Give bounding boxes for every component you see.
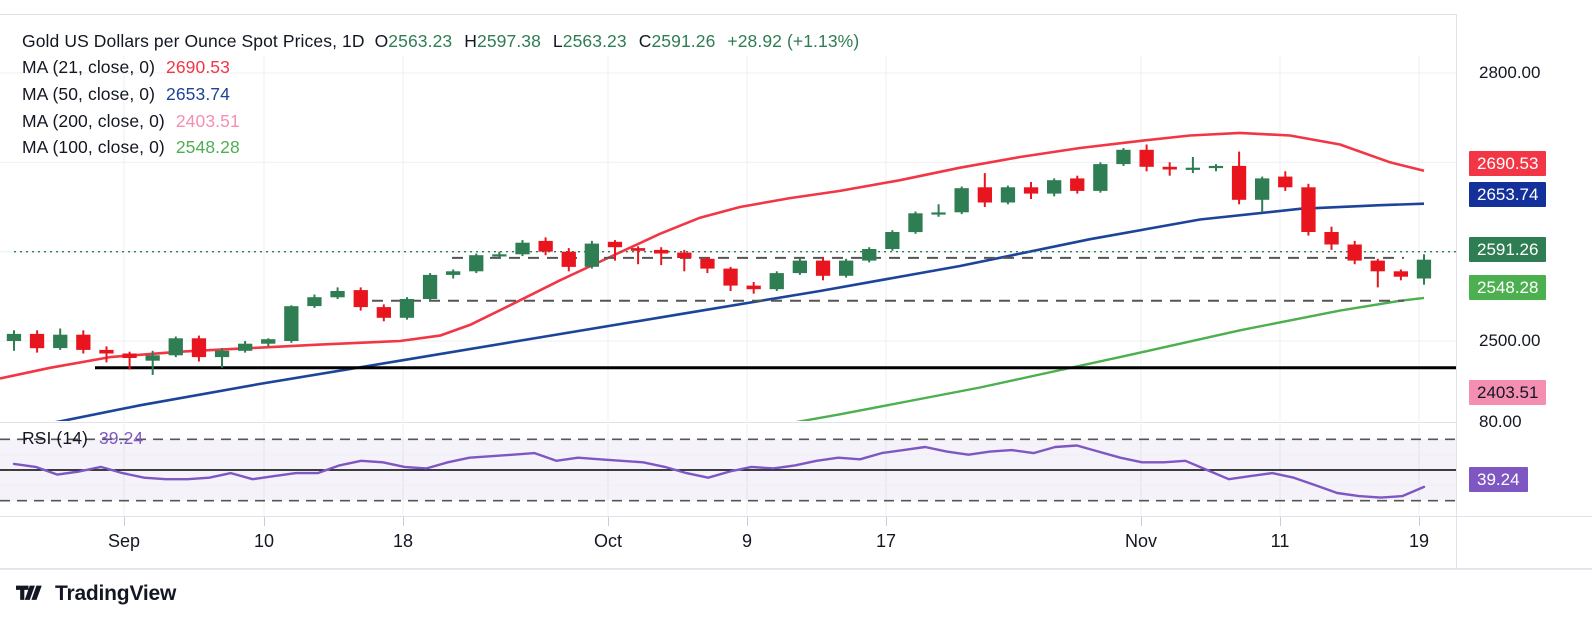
ma-legend-value: 2548.28 [175,137,240,158]
symbol-title: Gold US Dollars per Ounce Spot Prices, 1… [22,30,365,51]
time-axis-tick-label: Oct [593,531,623,551]
time-axis-tick [124,517,125,526]
ma-legend-label: MA (21, close, 0) [22,57,156,78]
rsi-pane[interactable] [0,424,1456,516]
last-price-badge[interactable]: 2591.26 [1469,237,1547,262]
ma-legend-row[interactable]: MA (50, close, 0) 2653.74 [22,81,859,108]
time-axis[interactable]: Sep 10 18 Oct 9 17 Nov 11 19 [0,517,1456,567]
time-axis-tick-label: 18 [392,531,414,551]
rsi-pane-top-border [0,422,1592,423]
time-axis-tick-label: 19 [1408,531,1430,551]
time-axis-tick [608,517,609,526]
time-axis-tick [1280,517,1281,526]
ma-legend-value: 2653.74 [166,83,230,104]
footer: TradingView [0,569,1592,626]
price-pane[interactable] [0,56,1456,421]
price-change: +28.92 (+1.13%) [727,30,860,51]
time-axis-tick-label: Sep [107,531,141,551]
ma100-badge[interactable]: 2548.28 [1469,275,1547,300]
time-axis-tick [886,517,887,526]
rsi-legend-value: 39.24 [98,427,144,448]
ma200-badge[interactable]: 2403.51 [1469,380,1547,405]
price-axis-tick-label: 80.00 [1479,412,1522,431]
ohlc-values: O2563.23 H2597.38 L2563.23 C2591.26 +28.… [375,31,860,52]
ohlc-o-value: 2563.23 [388,30,453,51]
time-axis-tick [1419,517,1420,526]
ohlc-h-key: H [464,30,477,51]
ma-legend-row[interactable]: MA (100, close, 0) 2548.28 [22,134,859,161]
time-axis-bottom-border [0,568,1592,569]
ohlc-c-key: C [638,30,652,51]
price-axis-divider [1456,14,1457,570]
ma-legend-value: 2403.51 [175,110,240,131]
ohlc-c-value: 2591.26 [651,30,716,51]
tradingview-logo[interactable]: TradingView [16,582,176,606]
ohlc-l-value: 2563.23 [562,30,627,51]
frame-top-border [0,14,1592,15]
rsi-badge[interactable]: 39.24 [1469,467,1528,492]
time-axis-tick-label: 9 [741,531,753,551]
rsi-chart-svg [0,424,1456,516]
time-axis-tick-label: Nov [1124,531,1158,551]
rsi-legend-label: RSI (14) [22,427,88,448]
legend-title-row[interactable]: Gold US Dollars per Ounce Spot Prices, 1… [22,28,859,55]
time-axis-tick [264,517,265,526]
ma21-badge[interactable]: 2690.53 [1469,151,1547,176]
time-axis-tick [747,517,748,526]
time-axis-top-border [0,516,1592,517]
ohlc-l-key: L [552,30,563,51]
price-axis-tick-label: 2800.00 [1479,63,1541,82]
tradingview-wordmark: TradingView [55,582,177,605]
ma-legend-value: 2690.53 [166,57,230,78]
moving-average-legend-rows: MA (21, close, 0) 2690.53 MA (50, close, 0… [22,55,859,161]
time-axis-tick-label: 11 [1270,531,1290,551]
rsi-legend: RSI (14) 39.24 [22,427,143,449]
ma-legend-row[interactable]: MA (21, close, 0) 2690.53 [22,55,859,82]
price-axis-tick-label: 2500.00 [1479,331,1541,350]
price-chart-svg [0,56,1456,421]
ma-legend-label: MA (100, close, 0) [22,137,165,158]
time-axis-tick [403,517,404,526]
tradingview-glyph-icon [16,585,42,600]
ohlc-h-value: 2597.38 [476,30,541,51]
ma50-badge[interactable]: 2653.74 [1469,182,1547,207]
time-axis-tick [1141,517,1142,526]
ma-legend-row[interactable]: MA (200, close, 0) 2403.51 [22,108,859,135]
time-axis-tick-label: 10 [253,531,275,551]
time-axis-tick-label: 17 [875,531,897,551]
ma-legend-label: MA (50, close, 0) [22,83,156,104]
price-axis[interactable]: 2800.002700.002600.002500.0080.002690.53… [1457,0,1592,570]
rsi-legend-row[interactable]: RSI (14) 39.24 [22,427,143,449]
ohlc-o-key: O [374,30,389,51]
chart-legend: Gold US Dollars per Ounce Spot Prices, 1… [22,28,859,161]
ma-legend-label: MA (200, close, 0) [22,110,165,131]
